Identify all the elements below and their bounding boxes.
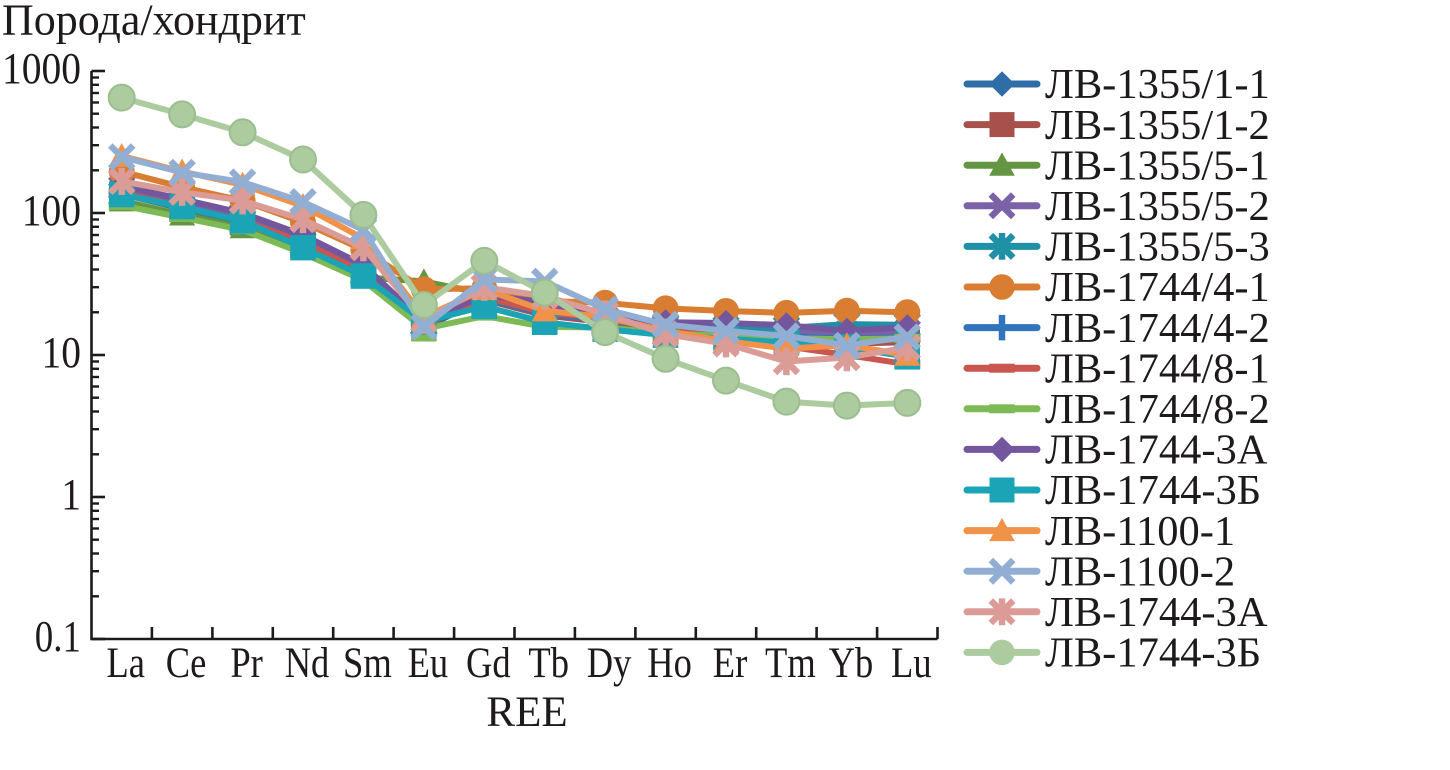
svg-text:ЛВ-1744/4-1: ЛВ-1744/4-1: [1045, 264, 1270, 311]
svg-text:Eu: Eu: [408, 640, 449, 687]
svg-text:ЛВ-1355/1-1: ЛВ-1355/1-1: [1045, 61, 1270, 108]
svg-text:ЛВ-1744/4-2: ЛВ-1744/4-2: [1045, 305, 1270, 352]
svg-text:Tm: Tm: [765, 640, 816, 687]
svg-text:ЛВ-1744/8-2: ЛВ-1744/8-2: [1045, 386, 1270, 433]
svg-text:ЛВ-1355/5-3: ЛВ-1355/5-3: [1045, 224, 1270, 271]
svg-text:1: 1: [61, 470, 81, 519]
svg-text:100: 100: [22, 186, 81, 235]
svg-text:Dy: Dy: [587, 640, 632, 687]
svg-text:10: 10: [42, 328, 82, 377]
svg-text:Lu: Lu: [891, 640, 932, 687]
svg-text:Ho: Ho: [647, 640, 692, 687]
svg-text:0.1: 0.1: [35, 612, 81, 661]
svg-text:ЛВ-1744-3Б: ЛВ-1744-3Б: [1045, 630, 1261, 677]
svg-text:ЛВ-1355/5-2: ЛВ-1355/5-2: [1045, 183, 1270, 230]
svg-text:Tb: Tb: [528, 640, 569, 687]
svg-text:ЛВ-1355/5-1: ЛВ-1355/5-1: [1045, 142, 1270, 189]
svg-text:Yb: Yb: [829, 640, 874, 687]
svg-text:Порода/хондрит: Порода/хондрит: [2, 0, 306, 45]
svg-text:Er: Er: [713, 640, 748, 687]
svg-text:Sm: Sm: [343, 640, 392, 687]
svg-text:ЛВ-1744-3А: ЛВ-1744-3А: [1045, 589, 1268, 636]
svg-text:ЛВ-1744-3А: ЛВ-1744-3А: [1045, 427, 1268, 474]
svg-text:La: La: [106, 640, 145, 687]
svg-text:ЛВ-1355/1-2: ЛВ-1355/1-2: [1045, 102, 1270, 149]
svg-text:REE: REE: [486, 689, 567, 736]
svg-text:ЛВ-1744/8-1: ЛВ-1744/8-1: [1045, 345, 1270, 392]
svg-text:Nd: Nd: [285, 640, 330, 687]
svg-text:ЛВ-1100-2: ЛВ-1100-2: [1045, 548, 1235, 595]
svg-text:Gd: Gd: [466, 640, 511, 687]
svg-text:Pr: Pr: [230, 640, 263, 687]
svg-text:1000: 1000: [2, 44, 81, 93]
svg-text:ЛВ-1744-3Б: ЛВ-1744-3Б: [1045, 467, 1261, 514]
svg-text:Ce: Ce: [166, 640, 207, 687]
svg-text:ЛВ-1100-1: ЛВ-1100-1: [1045, 508, 1235, 555]
